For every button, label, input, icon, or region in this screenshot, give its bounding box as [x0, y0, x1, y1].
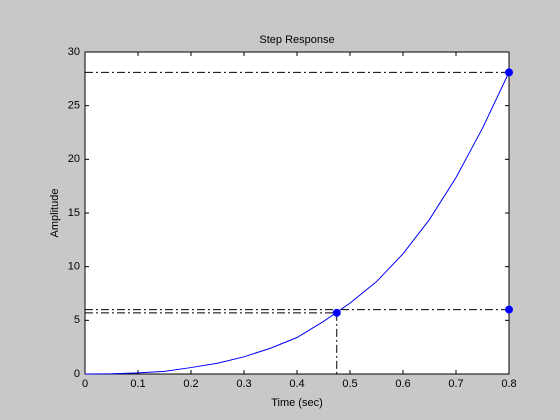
y-tick-label: 15 [68, 207, 80, 219]
y-tick-label: 25 [68, 100, 80, 112]
x-tick-label: 0.5 [342, 378, 357, 390]
axes-box [84, 51, 510, 375]
x-tick-label: 0.1 [130, 378, 145, 390]
x-tick-label: 0.2 [183, 378, 198, 390]
x-tick-label: 0.6 [395, 378, 410, 390]
x-tick-label: 0.8 [501, 378, 516, 390]
y-tick-label: 0 [74, 368, 80, 380]
y-tick-label: 30 [68, 46, 80, 58]
y-tick-label: 5 [74, 314, 80, 326]
response-line [84, 72, 510, 375]
y-tick-label: 20 [68, 153, 80, 165]
x-axis-label: Time (sec) [271, 397, 323, 409]
x-tick-label: 0.7 [448, 378, 463, 390]
chart-title: Step Response [259, 34, 334, 46]
y-tick-label: 10 [68, 261, 80, 273]
x-tick-label: 0.3 [236, 378, 251, 390]
characteristic-point [505, 68, 513, 77]
characteristic-point [505, 305, 513, 314]
x-tick-label: 0 [82, 378, 88, 390]
x-tick-label: 0.4 [289, 378, 304, 390]
y-axis-label: Amplitude [49, 189, 61, 238]
characteristic-point [332, 308, 341, 317]
